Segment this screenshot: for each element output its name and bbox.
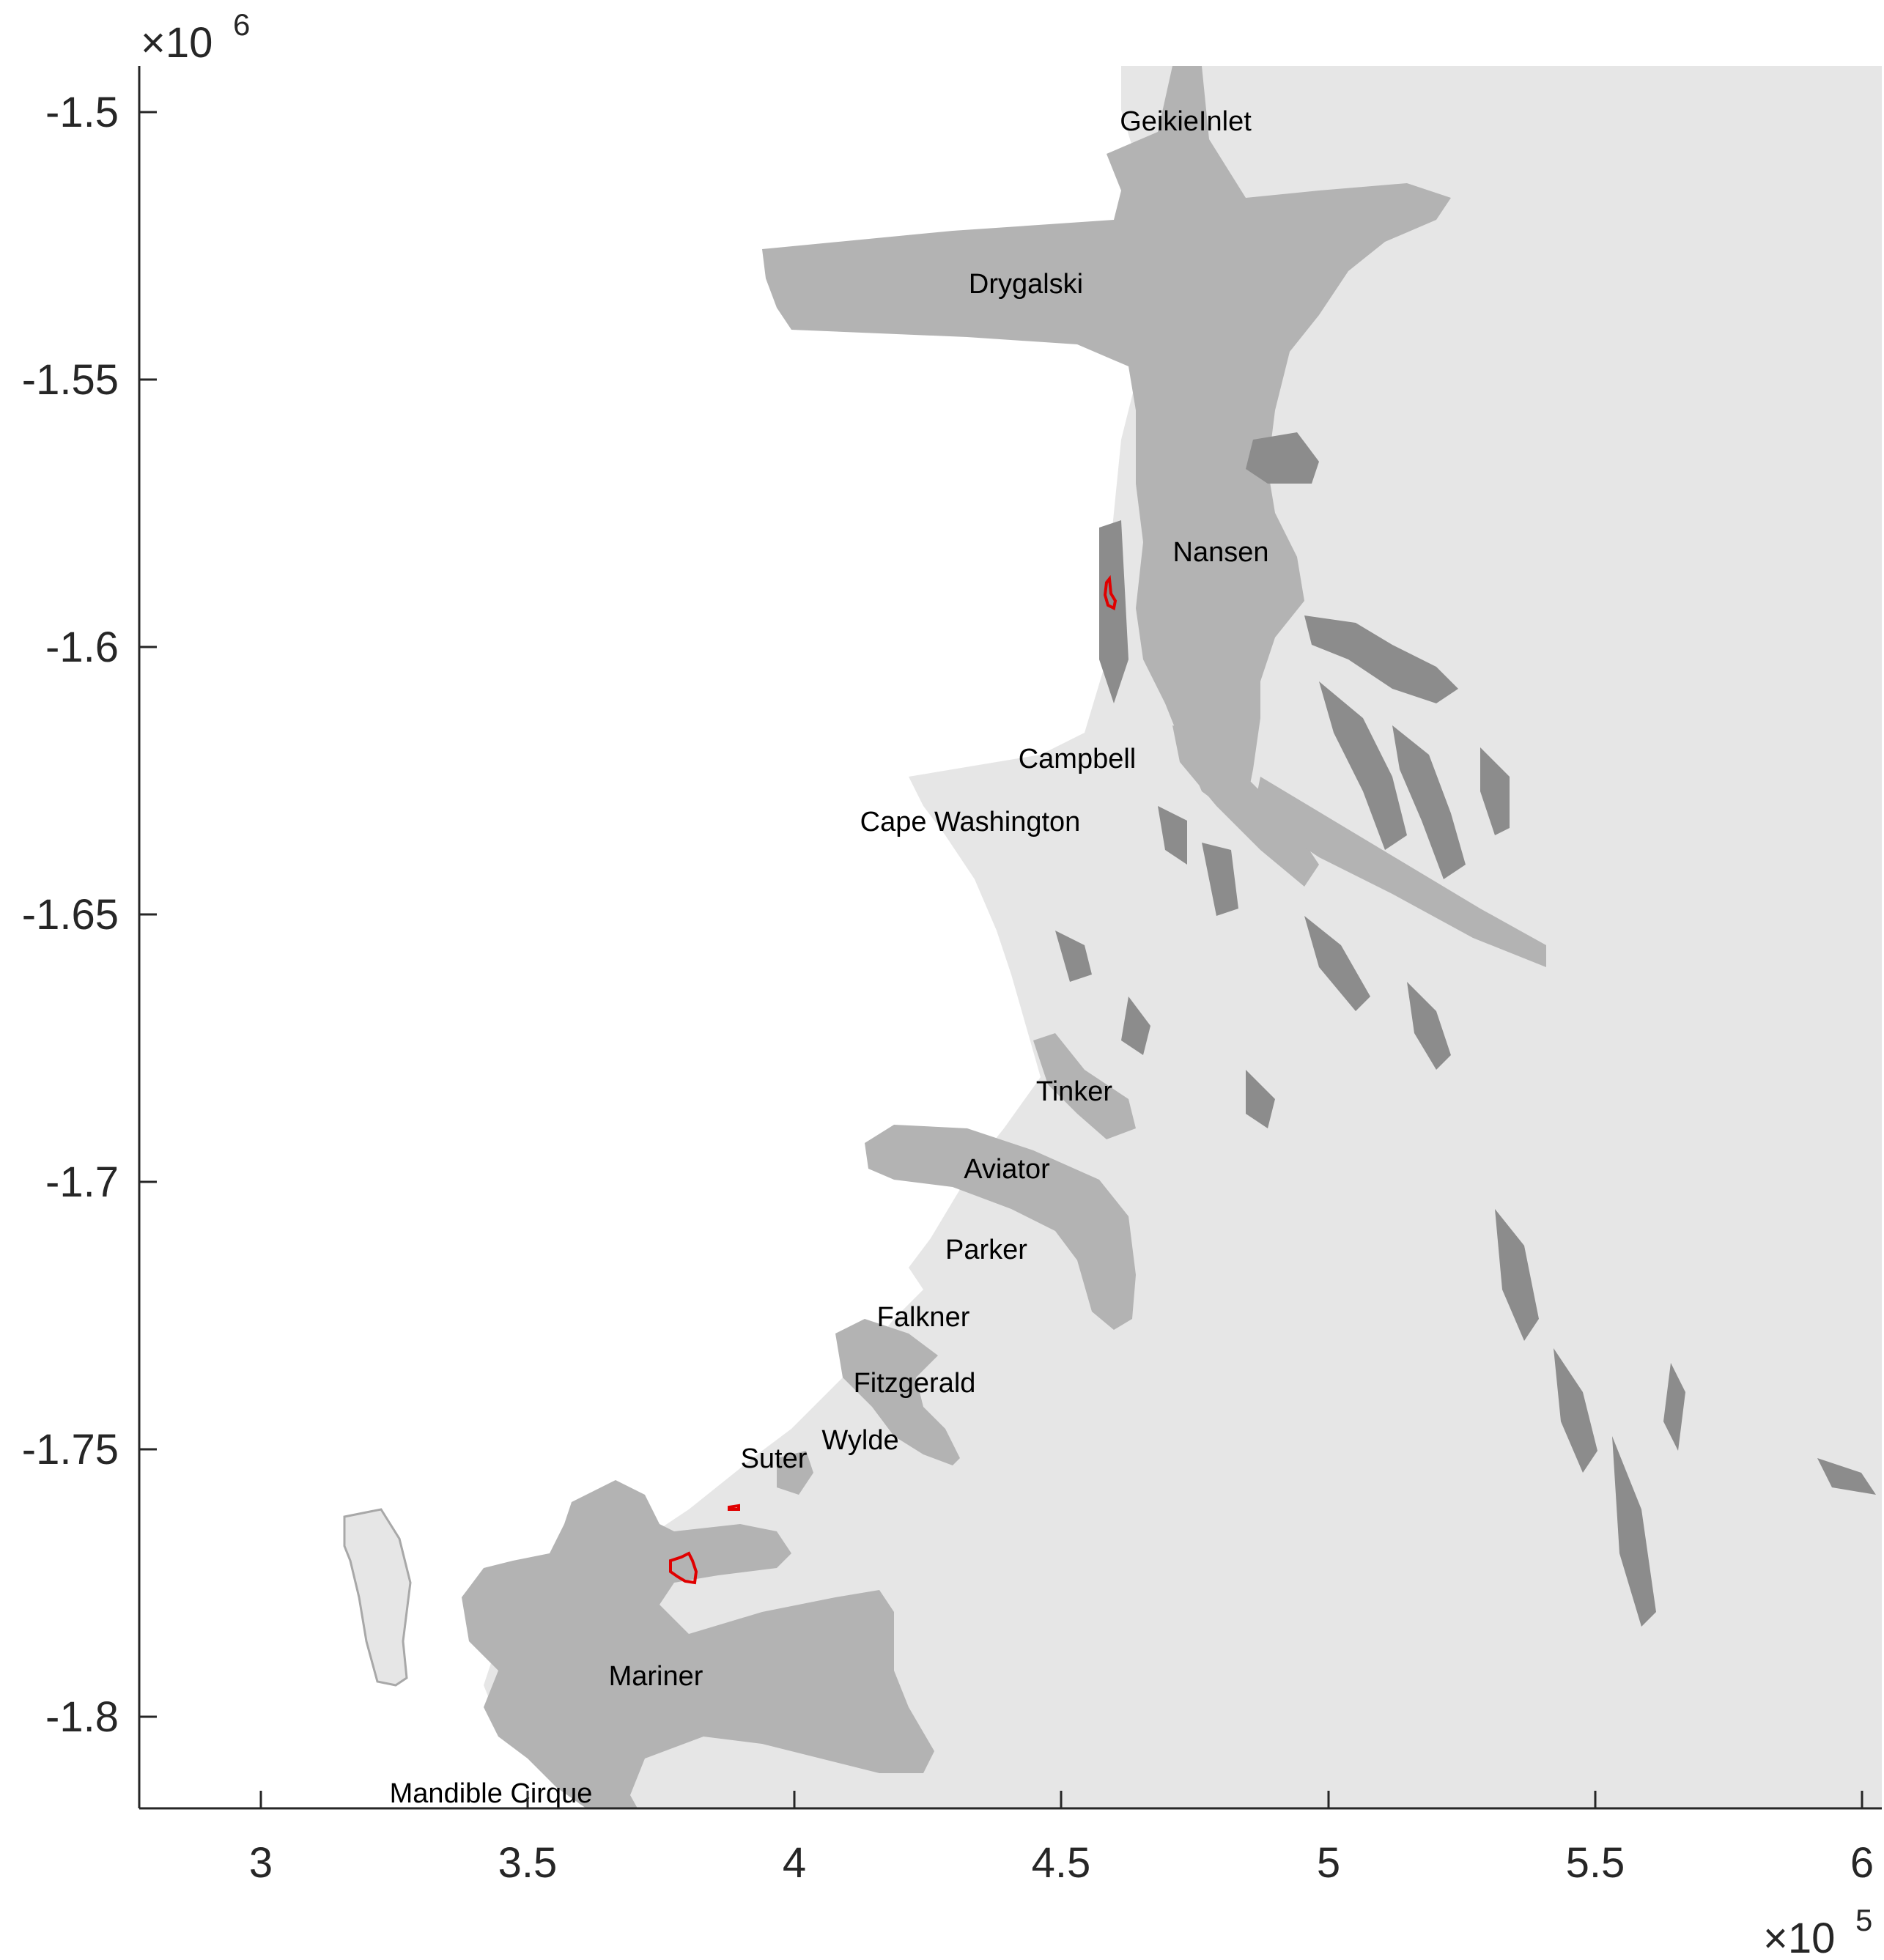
y-tick-label: -1.7 bbox=[45, 1158, 119, 1206]
label-aviator: Aviator bbox=[964, 1154, 1050, 1185]
label-nansen: Nansen bbox=[1173, 537, 1269, 568]
y-multiplier-exponent: 6 bbox=[233, 7, 250, 42]
axes bbox=[138, 66, 1882, 1810]
y-multiplier-base: ×10 bbox=[141, 19, 213, 67]
x-tick-label: 6 bbox=[1850, 1839, 1874, 1887]
aviator-glacier bbox=[865, 1125, 1136, 1330]
x-axis-multiplier: ×10 5 bbox=[1763, 1903, 1872, 1960]
x-tick-label: 3 bbox=[249, 1839, 273, 1887]
y-tick-labels: -1.5 -1.55 -1.6 -1.65 -1.7 -1.75 -1.8 bbox=[22, 89, 119, 1741]
land-area bbox=[484, 66, 1882, 1808]
y-tick-label: -1.75 bbox=[22, 1426, 119, 1473]
campbell-glacier bbox=[1172, 725, 1319, 887]
label-drygalski: Drygalski bbox=[969, 269, 1083, 300]
label-suter: Suter bbox=[741, 1443, 808, 1474]
falkner-glacier bbox=[835, 1319, 960, 1465]
label-falkner: Falkner bbox=[877, 1302, 970, 1333]
x-tick-label: 3.5 bbox=[498, 1839, 558, 1887]
y-tick-label: -1.5 bbox=[45, 89, 119, 136]
y-tick-label: -1.8 bbox=[45, 1693, 119, 1741]
highlight-suter bbox=[728, 1504, 740, 1511]
highlight-nansen bbox=[1103, 574, 1118, 610]
x-multiplier-exponent: 5 bbox=[1855, 1903, 1872, 1937]
place-labels: GeikieInlet Drygalski Nansen Campbell Ca… bbox=[390, 106, 1269, 1809]
label-fitzgerald: Fitzgerald bbox=[854, 1368, 976, 1399]
x-tick-label: 4.5 bbox=[1032, 1839, 1091, 1887]
label-wylde: Wylde bbox=[821, 1425, 898, 1456]
label-cape-washington: Cape Washington bbox=[860, 807, 1081, 837]
drygalski-glacier bbox=[762, 66, 1451, 813]
tinker-glacier bbox=[1033, 1033, 1136, 1139]
inland-valley bbox=[1253, 777, 1546, 967]
y-tick-label: -1.55 bbox=[22, 356, 119, 404]
label-geikieinlet: GeikieInlet bbox=[1120, 106, 1252, 137]
y-tick-label: -1.6 bbox=[45, 624, 119, 671]
label-tinker: Tinker bbox=[1036, 1076, 1113, 1107]
glacier-layer bbox=[462, 66, 1546, 1808]
suter-glacier bbox=[777, 1451, 813, 1495]
island bbox=[343, 1508, 412, 1687]
rock-outcrops bbox=[1055, 432, 1876, 1627]
label-mariner: Mariner bbox=[609, 1661, 703, 1692]
x-tick-labels: 3 3.5 4 4.5 5 5.5 6 bbox=[249, 1839, 1874, 1887]
highlight-outlines bbox=[669, 574, 1118, 1585]
label-mandible-cirque: Mandible Cirque bbox=[390, 1778, 593, 1809]
label-parker: Parker bbox=[945, 1235, 1027, 1265]
x-multiplier-base: ×10 bbox=[1763, 1915, 1835, 1960]
x-tick-label: 4 bbox=[783, 1839, 806, 1887]
label-campbell: Campbell bbox=[1019, 744, 1137, 774]
x-tick-label: 5.5 bbox=[1566, 1839, 1625, 1887]
mariner-glacier bbox=[462, 1480, 934, 1808]
y-tick-label: -1.65 bbox=[22, 891, 119, 939]
x-tick-label: 5 bbox=[1317, 1839, 1340, 1887]
y-axis-multiplier: ×10 6 bbox=[141, 7, 250, 67]
highlight-mariner bbox=[669, 1551, 698, 1585]
map-plot-area: GeikieInlet Drygalski Nansen Campbell Ca… bbox=[343, 66, 1882, 1809]
